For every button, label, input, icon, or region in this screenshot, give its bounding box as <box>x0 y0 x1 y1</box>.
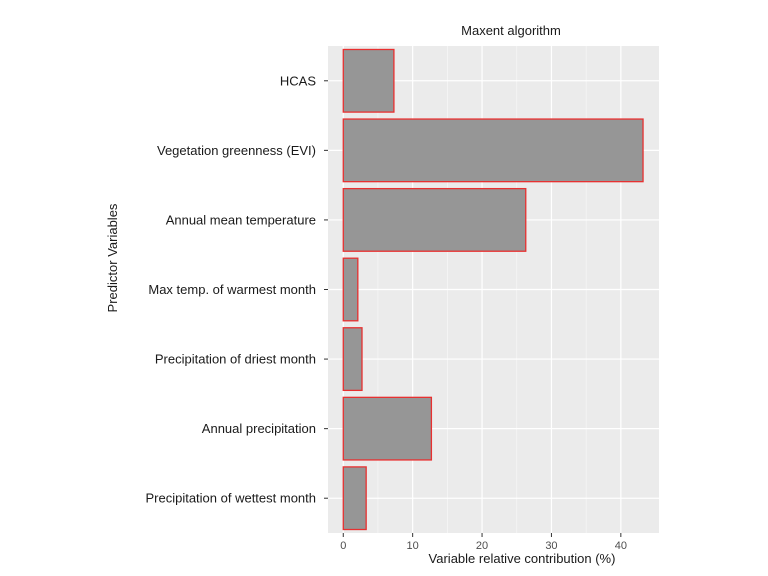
bar <box>342 257 359 322</box>
y-tick-label: Max temp. of warmest month <box>148 282 316 297</box>
y-axis-title: Predictor Variables <box>105 203 120 312</box>
bar <box>342 327 363 392</box>
x-axis-ticks: 0 10 20 30 40 <box>340 533 627 552</box>
x-tick-label: 10 <box>407 540 419 552</box>
x-tick-label: 20 <box>476 540 488 552</box>
y-tick-label: Precipitation of driest month <box>155 352 316 367</box>
y-tick-label: HCAS <box>280 73 316 88</box>
bars <box>342 48 644 531</box>
y-tick-label: Precipitation of wettest month <box>145 491 316 506</box>
bar <box>342 48 395 113</box>
x-tick-label: 30 <box>545 540 557 552</box>
x-axis-title: Variable relative contribution (%) <box>429 551 616 566</box>
bar <box>342 466 367 531</box>
bar <box>342 187 527 252</box>
y-tick-label: Vegetation greenness (EVI) <box>157 143 316 158</box>
y-axis-ticks: HCAS Vegetation greenness (EVI) Annual mea… <box>145 73 328 506</box>
bar <box>342 118 644 183</box>
bar <box>342 396 433 461</box>
x-tick-label: 40 <box>615 540 627 552</box>
chart-title: Maxent algorithm <box>461 23 561 38</box>
y-tick-label: Annual precipitation <box>202 421 316 436</box>
x-tick-label: 0 <box>340 540 346 552</box>
y-tick-label: Annual mean temperature <box>166 212 316 227</box>
